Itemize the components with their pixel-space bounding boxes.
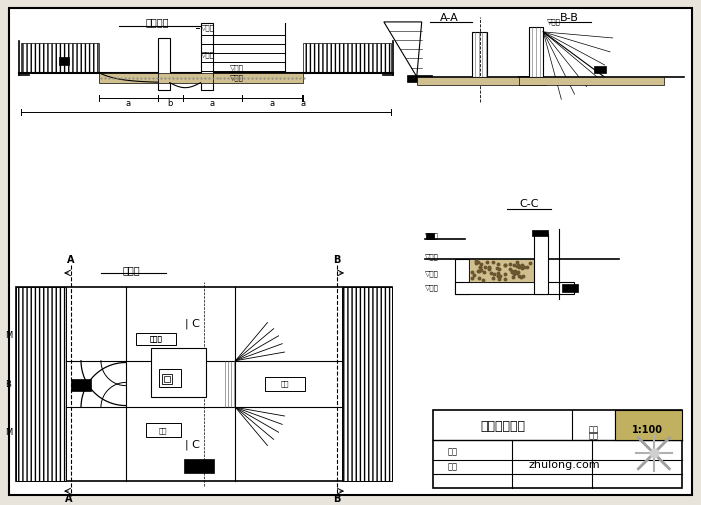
Text: 平面图: 平面图 xyxy=(122,265,139,275)
Text: zhulong.com: zhulong.com xyxy=(529,460,600,470)
Bar xyxy=(16,287,66,481)
Bar xyxy=(158,73,212,83)
Text: B: B xyxy=(334,494,341,504)
Text: | C: | C xyxy=(185,439,200,449)
Bar xyxy=(519,77,664,85)
Bar xyxy=(184,459,214,473)
Bar xyxy=(417,77,546,85)
Text: M: M xyxy=(5,428,12,437)
Bar xyxy=(562,284,578,292)
Text: C-C: C-C xyxy=(519,199,539,209)
Bar xyxy=(21,43,99,73)
Bar xyxy=(594,66,606,73)
Text: 启闭: 启闭 xyxy=(158,427,167,434)
Bar xyxy=(532,230,548,236)
Text: A-A: A-A xyxy=(440,13,459,23)
Text: a: a xyxy=(270,99,275,108)
Text: B-B: B-B xyxy=(559,13,578,23)
Text: 制图: 制图 xyxy=(589,432,599,441)
Bar xyxy=(151,347,205,397)
Text: ▽水位: ▽水位 xyxy=(200,52,215,58)
Text: ▽水位: ▽水位 xyxy=(425,233,439,239)
Bar xyxy=(162,375,172,384)
Bar xyxy=(71,379,91,391)
Bar xyxy=(99,73,158,83)
Text: | C: | C xyxy=(185,319,200,329)
Bar xyxy=(265,377,305,391)
Text: M: M xyxy=(5,331,12,340)
Polygon shape xyxy=(384,22,422,77)
Bar xyxy=(16,287,392,481)
Text: ▽水位: ▽水位 xyxy=(547,19,561,25)
Text: 启闭机: 启闭机 xyxy=(149,335,162,342)
Bar xyxy=(615,411,682,440)
Text: ▽水位: ▽水位 xyxy=(231,74,245,81)
Bar xyxy=(136,333,176,345)
Bar xyxy=(433,411,682,488)
Bar xyxy=(534,234,548,294)
Text: b: b xyxy=(168,99,173,108)
Bar xyxy=(212,73,303,83)
Bar xyxy=(455,282,574,294)
Text: 闸室: 闸室 xyxy=(281,381,290,387)
Text: ▽水位: ▽水位 xyxy=(231,65,245,71)
Text: a: a xyxy=(210,99,215,108)
Bar xyxy=(164,376,170,382)
Bar xyxy=(426,233,434,239)
Text: B: B xyxy=(334,255,341,265)
Text: ▽基础: ▽基础 xyxy=(425,285,439,291)
Text: 进水闸设计图: 进水闸设计图 xyxy=(480,420,525,433)
Text: A: A xyxy=(65,494,73,504)
Bar xyxy=(342,287,392,481)
Text: B: B xyxy=(6,380,11,388)
Bar xyxy=(158,38,170,90)
Text: 纵剖面图: 纵剖面图 xyxy=(146,17,170,27)
Text: A: A xyxy=(67,255,75,265)
Text: 1:100: 1:100 xyxy=(632,425,663,435)
Bar xyxy=(303,43,391,73)
Text: a: a xyxy=(300,99,305,108)
Text: ▽底板: ▽底板 xyxy=(425,271,439,277)
Text: 校核: 校核 xyxy=(448,463,458,472)
Bar xyxy=(472,32,487,77)
Bar xyxy=(158,370,181,387)
Bar xyxy=(59,57,69,65)
Bar xyxy=(200,23,212,90)
Text: a: a xyxy=(125,99,131,108)
Text: ▽水位: ▽水位 xyxy=(200,25,215,31)
Bar xyxy=(468,259,534,282)
Bar xyxy=(407,75,432,82)
Bar xyxy=(146,423,181,437)
Text: 比例: 比例 xyxy=(589,426,599,435)
Text: 制图: 制图 xyxy=(448,448,458,457)
Text: 启闭机: 启闭机 xyxy=(149,335,162,342)
Text: ▽水位: ▽水位 xyxy=(425,254,439,260)
Bar xyxy=(529,27,543,77)
Bar xyxy=(455,259,468,294)
